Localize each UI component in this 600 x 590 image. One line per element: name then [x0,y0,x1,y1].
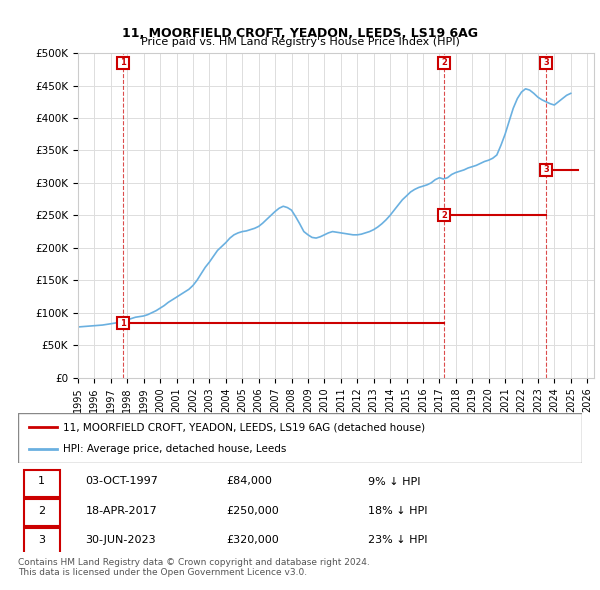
Text: 11, MOORFIELD CROFT, YEADON, LEEDS, LS19 6AG (detached house): 11, MOORFIELD CROFT, YEADON, LEEDS, LS19… [63,422,425,432]
Text: 2: 2 [441,211,447,220]
Text: 03-OCT-1997: 03-OCT-1997 [86,477,158,487]
Text: 3: 3 [543,58,549,67]
Text: Contains HM Land Registry data © Crown copyright and database right 2024.
This d: Contains HM Land Registry data © Crown c… [18,558,370,577]
Text: 23% ↓ HPI: 23% ↓ HPI [368,535,427,545]
Text: 2: 2 [38,506,45,516]
Text: 2: 2 [441,58,447,67]
Text: 11, MOORFIELD CROFT, YEADON, LEEDS, LS19 6AG: 11, MOORFIELD CROFT, YEADON, LEEDS, LS19… [122,27,478,40]
Text: Price paid vs. HM Land Registry's House Price Index (HPI): Price paid vs. HM Land Registry's House … [140,37,460,47]
Text: 18-APR-2017: 18-APR-2017 [86,506,157,516]
Text: 18% ↓ HPI: 18% ↓ HPI [368,506,427,516]
Text: 1: 1 [121,58,126,67]
Text: £250,000: £250,000 [227,506,280,516]
Text: 3: 3 [38,535,45,545]
Text: HPI: Average price, detached house, Leeds: HPI: Average price, detached house, Leed… [63,444,286,454]
Text: 1: 1 [121,319,126,327]
Text: 1: 1 [38,477,45,487]
Text: £84,000: £84,000 [227,477,272,487]
Text: £320,000: £320,000 [227,535,280,545]
Text: 9% ↓ HPI: 9% ↓ HPI [368,477,420,487]
Text: 3: 3 [543,165,549,175]
Text: 30-JUN-2023: 30-JUN-2023 [86,535,157,545]
